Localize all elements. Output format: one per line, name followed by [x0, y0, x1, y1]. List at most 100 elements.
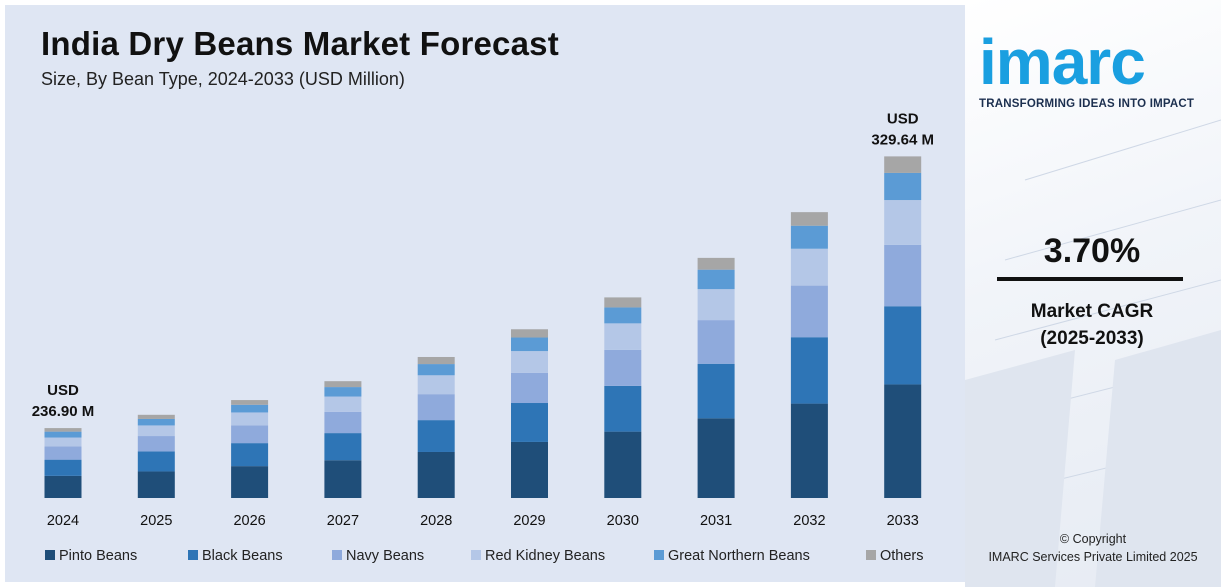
bar-segment-2032-s3 [790, 248, 828, 286]
legend-swatch [188, 550, 198, 560]
bar-segment-2030-s5 [604, 297, 642, 308]
background-decoration [965, 119, 1221, 587]
logo-wordmark: imarc [979, 26, 1146, 98]
bar-segment-2024-s0 [44, 475, 82, 498]
x-tick-label: 2031 [700, 513, 732, 529]
cagr-divider [997, 277, 1183, 281]
cagr-value: 3.70% [1043, 232, 1141, 270]
x-tick-label: 2028 [420, 513, 452, 529]
bar-segment-2026-s5 [231, 400, 269, 405]
bar-segment-2030-s4 [604, 307, 642, 324]
bar-segment-2027-s3 [324, 396, 362, 412]
bar-segment-2026-s2 [231, 425, 269, 444]
bar-segment-2025-s3 [137, 425, 175, 437]
bar-segment-2028-s1 [417, 420, 455, 452]
legend-label: Black Beans [202, 548, 283, 564]
value-annotation: 236.90 M [32, 403, 95, 420]
bar-segment-2033-s3 [884, 200, 922, 245]
legend-label: Pinto Beans [59, 548, 137, 564]
bar-segment-2026-s4 [231, 404, 269, 413]
bar-segment-2027-s1 [324, 433, 362, 461]
bar-segment-2027-s4 [324, 387, 362, 397]
legend-swatch [654, 550, 664, 560]
bar-segment-2025-s4 [137, 418, 175, 426]
bar-segment-2033-s5 [884, 156, 922, 173]
bar-segment-2028-s0 [417, 451, 455, 498]
x-tick-label: 2025 [140, 513, 172, 529]
x-tick-label: 2024 [47, 513, 79, 529]
bar-segment-2028-s3 [417, 375, 455, 395]
bar-segment-2030-s0 [604, 431, 642, 498]
copyright-notice: © Copyright IMARC Services Private Limit… [975, 530, 1211, 566]
bar-segment-2025-s0 [137, 471, 175, 498]
bar-segment-2031-s0 [697, 418, 735, 498]
legend-label: Red Kidney Beans [485, 548, 605, 564]
x-tick-label: 2033 [887, 513, 919, 529]
bar-segment-2027-s2 [324, 411, 362, 434]
bar-segment-2025-s1 [137, 451, 175, 472]
x-tick-label: 2032 [793, 513, 825, 529]
bar-segment-2024-s2 [44, 446, 82, 460]
bar-segment-2030-s3 [604, 323, 642, 350]
bar-segment-2030-s2 [604, 349, 642, 386]
x-tick-label: 2030 [607, 513, 639, 529]
legend-swatch [471, 550, 481, 560]
bar-segment-2032-s2 [790, 285, 828, 338]
bar-segment-2028-s2 [417, 394, 455, 421]
x-tick-label: 2029 [513, 513, 545, 529]
copyright-line2: IMARC Services Private Limited 2025 [988, 550, 1198, 564]
logo-tagline: TRANSFORMING IDEAS INTO IMPACT [979, 98, 1195, 110]
bar-segment-2032-s1 [790, 337, 828, 404]
chart-title: India Dry Beans Market Forecast [41, 25, 559, 62]
x-tick-label: 2027 [327, 513, 359, 529]
imarc-logo: imarc TRANSFORMING IDEAS INTO IMPACT [979, 30, 1209, 110]
cagr-label-line1: Market CAGR [1030, 301, 1154, 322]
bar-segment-2031-s2 [697, 320, 735, 364]
bar-segment-2028-s4 [417, 364, 455, 376]
bar-segment-2029-s0 [511, 441, 548, 498]
bar-segment-2027-s5 [324, 381, 362, 388]
legend-label: Great Northern Beans [668, 548, 810, 564]
stacked-bar-chart: 2024 2025 2026 2027 2028 2029 2030 2031 2032 2033… [32, 110, 934, 564]
side-panel: imarc TRANSFORMING IDEAS INTO IMPACT 3.7… [965, 0, 1221, 587]
bar-segment-2029-s4 [511, 337, 548, 352]
bar-segment-2029-s3 [511, 351, 548, 373]
legend-label: Navy Beans [346, 548, 424, 564]
bar-segment-2024-s3 [44, 437, 82, 447]
cagr-label-line2: (2025-2033) [1040, 328, 1144, 349]
bar-segment-2031-s1 [697, 363, 735, 419]
x-tick-label: 2026 [233, 513, 265, 529]
bar-segment-2029-s5 [511, 329, 548, 338]
bar-segment-2033-s4 [884, 172, 922, 201]
bar-segment-2029-s1 [511, 403, 548, 442]
bar-segment-2031-s5 [697, 257, 735, 270]
bar-segment-2024-s1 [44, 459, 82, 476]
legend-swatch [45, 550, 55, 560]
bar-segment-2032-s0 [790, 403, 828, 498]
bar-segment-2031-s3 [697, 289, 735, 321]
value-annotation: USD [887, 110, 919, 127]
bar-segment-2027-s0 [324, 460, 362, 498]
bar-segment-2028-s5 [417, 356, 455, 365]
bar-segment-2030-s1 [604, 385, 642, 432]
bar-segment-2026-s1 [231, 443, 269, 467]
bar-segment-2025-s2 [137, 436, 175, 452]
value-annotation: USD [47, 382, 79, 399]
bar-segment-2029-s2 [511, 372, 548, 404]
cagr-label: Market CAGR (2025-2033) [997, 298, 1187, 352]
legend-swatch [332, 550, 342, 560]
bar-segment-2026-s3 [231, 412, 269, 426]
bar-segment-2032-s4 [790, 225, 828, 249]
bar-segment-2026-s0 [231, 466, 269, 498]
copyright-line1: © Copyright [1059, 532, 1127, 546]
bar-segment-2024-s5 [44, 428, 82, 432]
bar-segment-2024-s4 [44, 431, 82, 438]
bar-segment-2033-s0 [884, 384, 922, 498]
value-annotation: 329.64 M [871, 131, 934, 148]
legend-swatch [866, 550, 876, 560]
bar-segment-2032-s5 [790, 212, 828, 226]
bar-segment-2025-s5 [137, 414, 175, 419]
legend-label: Others [880, 548, 924, 564]
bar-segment-2031-s4 [697, 269, 735, 290]
bar-segment-2033-s2 [884, 244, 922, 307]
